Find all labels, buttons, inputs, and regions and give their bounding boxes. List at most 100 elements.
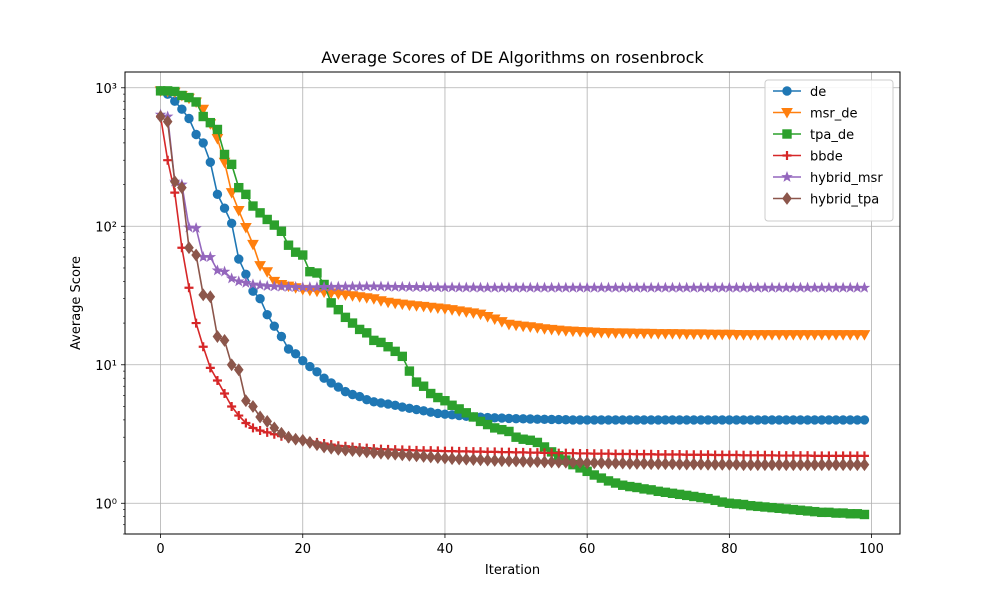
legend-entry-hybrid_tpa: hybrid_tpa bbox=[773, 192, 879, 208]
data-point-msr_de bbox=[247, 239, 259, 251]
data-point-tpa_de bbox=[234, 182, 244, 193]
data-point-hybrid_tpa bbox=[305, 435, 315, 449]
data-point-bbde bbox=[241, 418, 251, 428]
data-point-tpa_de bbox=[219, 149, 230, 160]
x-axis-label: Iteration bbox=[485, 563, 540, 578]
data-point-hybrid_tpa bbox=[226, 358, 237, 372]
data-point-hybrid_tpa bbox=[745, 458, 756, 472]
data-point-msr_de bbox=[837, 330, 849, 341]
data-point-hybrid_msr bbox=[190, 222, 202, 234]
data-point-hybrid_tpa bbox=[482, 453, 493, 467]
data-point-bbde bbox=[220, 389, 230, 399]
data-point-hybrid_msr bbox=[204, 250, 217, 262]
data-point-hybrid_tpa bbox=[816, 458, 827, 472]
data-point-msr_de bbox=[808, 330, 821, 341]
data-point-msr_de bbox=[780, 330, 793, 341]
legend-marker-tpa_de bbox=[782, 129, 792, 139]
data-point-msr_de bbox=[759, 330, 771, 341]
data-point-hybrid_tpa bbox=[660, 457, 671, 471]
data-point-hybrid_tpa bbox=[703, 457, 713, 471]
data-point-hybrid_tpa bbox=[312, 438, 322, 452]
data-point-tpa_de bbox=[390, 346, 400, 357]
data-point-hybrid_tpa bbox=[440, 451, 450, 465]
data-point-hybrid_tpa bbox=[511, 454, 521, 468]
data-point-de bbox=[319, 373, 329, 383]
data-point-tpa_de bbox=[312, 268, 322, 278]
data-point-hybrid_tpa bbox=[539, 455, 550, 469]
data-point-hybrid_tpa bbox=[347, 444, 358, 458]
data-point-msr_de bbox=[595, 328, 608, 339]
y-axis: 10⁰ 10¹ 10² 10³ bbox=[95, 82, 125, 535]
data-point-msr_de bbox=[638, 328, 650, 340]
data-point-bbde bbox=[248, 423, 258, 433]
data-point-tpa_de bbox=[255, 208, 265, 218]
data-point-bbde bbox=[163, 155, 173, 165]
data-point-bbde bbox=[205, 363, 215, 373]
data-point-msr_de bbox=[559, 326, 572, 337]
data-point-tpa_de bbox=[326, 298, 336, 308]
data-point-hybrid_tpa bbox=[162, 115, 173, 129]
data-point-de bbox=[177, 104, 187, 114]
data-point-hybrid_tpa bbox=[639, 456, 649, 470]
data-point-hybrid_tpa bbox=[169, 175, 180, 189]
data-point-hybrid_tpa bbox=[752, 458, 763, 472]
data-point-hybrid_tpa bbox=[653, 457, 664, 471]
data-point-tpa_de bbox=[212, 124, 223, 135]
data-point-hybrid_msr bbox=[218, 265, 231, 277]
data-point-bbde bbox=[191, 318, 201, 328]
legend-box bbox=[764, 79, 894, 222]
data-point-de bbox=[226, 218, 237, 229]
data-point-hybrid_tpa bbox=[411, 449, 422, 463]
series-de bbox=[155, 86, 870, 425]
legend-label: hybrid_msr bbox=[810, 171, 883, 186]
data-point-tpa_de bbox=[262, 214, 272, 225]
data-point-hybrid_tpa bbox=[319, 440, 329, 454]
data-point-hybrid_tpa bbox=[859, 458, 870, 472]
data-point-de bbox=[298, 356, 308, 366]
data-point-hybrid_tpa bbox=[596, 456, 607, 470]
data-point-hybrid_tpa bbox=[561, 455, 571, 469]
data-point-hybrid_tpa bbox=[354, 444, 365, 458]
data-point-msr_de bbox=[716, 329, 729, 341]
legend-marker-hybrid_tpa bbox=[782, 192, 792, 205]
legend-marker-hybrid_msr bbox=[781, 170, 793, 182]
data-point-tpa_de bbox=[248, 201, 258, 211]
data-point-hybrid_tpa bbox=[824, 458, 834, 472]
data-point-hybrid_msr bbox=[240, 276, 252, 288]
data-point-hybrid_tpa bbox=[553, 455, 564, 469]
data-point-bbde bbox=[198, 342, 208, 352]
data-point-msr_de bbox=[702, 329, 714, 341]
data-point-de bbox=[290, 349, 301, 359]
legend-label: msr_de bbox=[810, 107, 858, 122]
data-point-hybrid_tpa bbox=[674, 457, 685, 471]
data-point-msr_de bbox=[858, 330, 871, 341]
data-point-tpa_de bbox=[859, 509, 870, 520]
legend-entry-de: de bbox=[773, 85, 826, 100]
data-point-hybrid_tpa bbox=[383, 447, 393, 461]
data-point-de bbox=[205, 157, 216, 167]
data-point-msr_de bbox=[794, 330, 807, 341]
data-point-hybrid_tpa bbox=[681, 457, 692, 471]
data-point-de bbox=[276, 331, 287, 342]
data-point-bbde bbox=[227, 401, 237, 411]
data-point-hybrid_tpa bbox=[603, 456, 614, 470]
data-point-hybrid_tpa bbox=[617, 456, 628, 470]
data-point-de bbox=[859, 415, 870, 425]
data-point-msr_de bbox=[687, 329, 700, 340]
data-point-hybrid_tpa bbox=[177, 181, 187, 195]
x-axis: 0 20 40 60 80 100 bbox=[156, 534, 884, 557]
data-point-hybrid_tpa bbox=[809, 458, 820, 472]
data-point-hybrid_tpa bbox=[425, 450, 436, 464]
data-point-hybrid_tpa bbox=[831, 458, 841, 472]
data-point-msr_de bbox=[695, 329, 707, 340]
data-point-hybrid_tpa bbox=[447, 452, 457, 466]
data-point-de bbox=[219, 203, 230, 213]
data-point-hybrid_tpa bbox=[838, 458, 848, 472]
data-point-tpa_de bbox=[226, 159, 237, 170]
x-tick-label: 0 bbox=[156, 542, 164, 557]
data-point-hybrid_msr bbox=[858, 281, 871, 293]
data-point-msr_de bbox=[851, 330, 864, 341]
legend-entry-hybrid_msr: hybrid_msr bbox=[773, 170, 883, 186]
